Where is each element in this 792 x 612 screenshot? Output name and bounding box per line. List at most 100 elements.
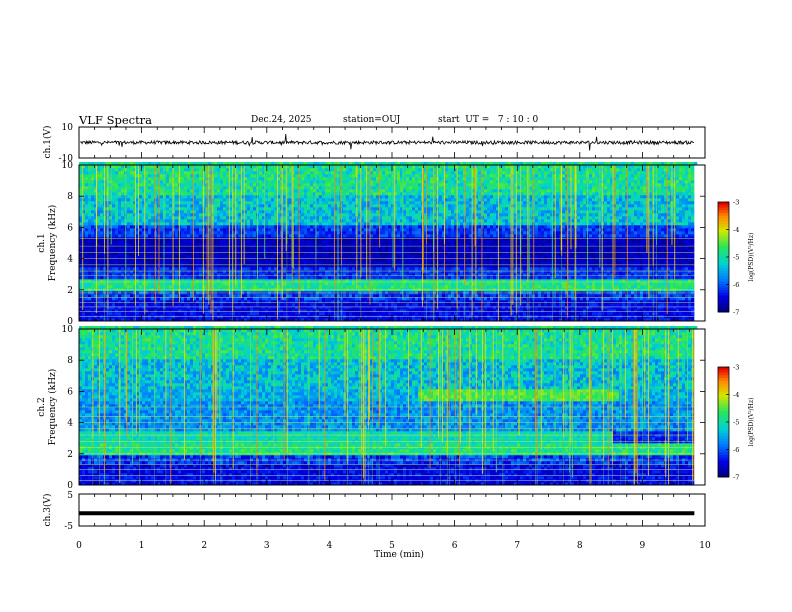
- spectrogram-cell: [196, 186, 200, 190]
- spectrogram-cell: [334, 267, 338, 271]
- spectrogram-cell: [322, 162, 326, 166]
- spectrogram-cell: [238, 276, 242, 280]
- spectrogram-cell: [250, 168, 254, 172]
- spectrogram-cell: [313, 228, 317, 232]
- spectrogram-cell: [151, 204, 155, 208]
- spectrogram-cell: [277, 219, 281, 223]
- spectrogram-cell: [196, 294, 200, 298]
- spectrogram-cell: [109, 261, 113, 265]
- spectrogram-cell: [121, 318, 125, 322]
- spectrogram-cell: [289, 306, 293, 310]
- spectrogram-cell: [133, 276, 137, 280]
- spectrogram-cell: [82, 318, 86, 322]
- spectrogram-cell: [250, 246, 254, 250]
- spectrogram-cell: [151, 192, 155, 196]
- spectrogram-cell: [229, 216, 233, 220]
- spectrogram-cell: [277, 237, 281, 241]
- spectrogram-cell: [331, 297, 335, 301]
- spectrogram-cell: [286, 267, 290, 271]
- spectrogram-cell: [262, 210, 266, 214]
- spectrogram-cell: [223, 207, 227, 211]
- spectrogram-cell: [115, 177, 119, 181]
- spectrogram-cell: [175, 264, 179, 268]
- spectrogram-cell: [172, 186, 176, 190]
- spectrogram-cell: [136, 252, 140, 256]
- spectrogram-cell: [352, 243, 356, 247]
- spectrogram-cell: [184, 303, 188, 307]
- spectrogram-cell: [277, 285, 281, 289]
- spectrogram-cell: [88, 189, 92, 193]
- spectrogram-cell: [199, 294, 203, 298]
- spectrogram-cell: [79, 249, 83, 253]
- spectrogram-cell: [346, 228, 350, 232]
- spectrogram-cell: [301, 318, 305, 322]
- spectrogram-cell: [151, 171, 155, 175]
- spectrogram-cell: [181, 189, 185, 193]
- spectrogram-cell: [241, 225, 245, 229]
- spectrogram-cell: [331, 300, 335, 304]
- spectrogram-cell: [316, 252, 320, 256]
- spectrogram-cell: [145, 312, 149, 316]
- spectrogram-cell: [166, 180, 170, 184]
- spectrogram-cell: [274, 246, 278, 250]
- spectrogram-cell: [136, 306, 140, 310]
- spectrogram-cell: [91, 234, 95, 238]
- spectrogram-cell: [175, 180, 179, 184]
- spectrogram-cell: [238, 210, 242, 214]
- spectrogram-cell: [91, 318, 95, 322]
- spectrogram-cell: [292, 312, 296, 316]
- spectrogram-cell: [235, 258, 239, 262]
- spectrogram-cell: [100, 183, 104, 187]
- spectrogram-cell: [334, 249, 338, 253]
- spectrogram-cell: [220, 315, 224, 319]
- spectrogram-cell: [274, 168, 278, 172]
- spectrogram-cell: [334, 204, 338, 208]
- spectrogram-cell: [163, 207, 167, 211]
- spectrogram-cell: [343, 303, 347, 307]
- spectrogram-cell: [268, 294, 272, 298]
- spectrogram-cell: [118, 165, 122, 169]
- spectrogram-cell: [295, 165, 299, 169]
- spectrogram-cell: [79, 234, 83, 238]
- spectrogram-cell: [304, 201, 308, 205]
- spectrogram-cell: [175, 177, 179, 181]
- spectrogram-cell: [253, 312, 257, 316]
- spectrogram-cell: [91, 216, 95, 220]
- spectrogram-cell: [298, 261, 302, 265]
- spectrogram-cell: [109, 255, 113, 259]
- spectrogram-cell: [265, 204, 269, 208]
- spectrogram-cell: [214, 312, 218, 316]
- spectrogram-cell: [235, 207, 239, 211]
- spectrogram-cell: [268, 255, 272, 259]
- spectrogram-cell: [136, 249, 140, 253]
- spectrogram-cell: [121, 177, 125, 181]
- spectrogram-cell: [298, 249, 302, 253]
- spectrogram-cell: [139, 216, 143, 220]
- spectrogram-cell: [82, 201, 86, 205]
- spectrogram-cell: [295, 192, 299, 196]
- spectrogram-cell: [115, 174, 119, 178]
- spectrogram-cell: [79, 264, 83, 268]
- ch1-waveform-trace: [80, 133, 695, 151]
- spectrogram-cell: [169, 243, 173, 247]
- spectrogram-cell: [118, 270, 122, 274]
- spectrogram-cell: [229, 171, 233, 175]
- spectrogram-cell: [343, 294, 347, 298]
- spectrogram-cell: [97, 309, 101, 313]
- spectrogram-cell: [277, 267, 281, 271]
- spectrogram-cell: [241, 192, 245, 196]
- spectrogram-cell: [190, 162, 194, 166]
- spectrogram-cell: [277, 189, 281, 193]
- spectrogram-cell: [142, 309, 146, 313]
- spectrogram-cell: [142, 174, 146, 178]
- spectrogram-cell: [151, 273, 155, 277]
- spectrogram-cell: [232, 267, 236, 271]
- spectrogram-cell: [313, 297, 317, 301]
- spectrogram-cell: [172, 252, 176, 256]
- spectrogram-cell: [307, 189, 311, 193]
- spectrogram-cell: [262, 228, 266, 232]
- spectrogram-cell: [337, 180, 341, 184]
- spectrogram-cell: [190, 249, 194, 253]
- spectrogram-cell: [88, 303, 92, 307]
- spectrogram-cell: [229, 300, 233, 304]
